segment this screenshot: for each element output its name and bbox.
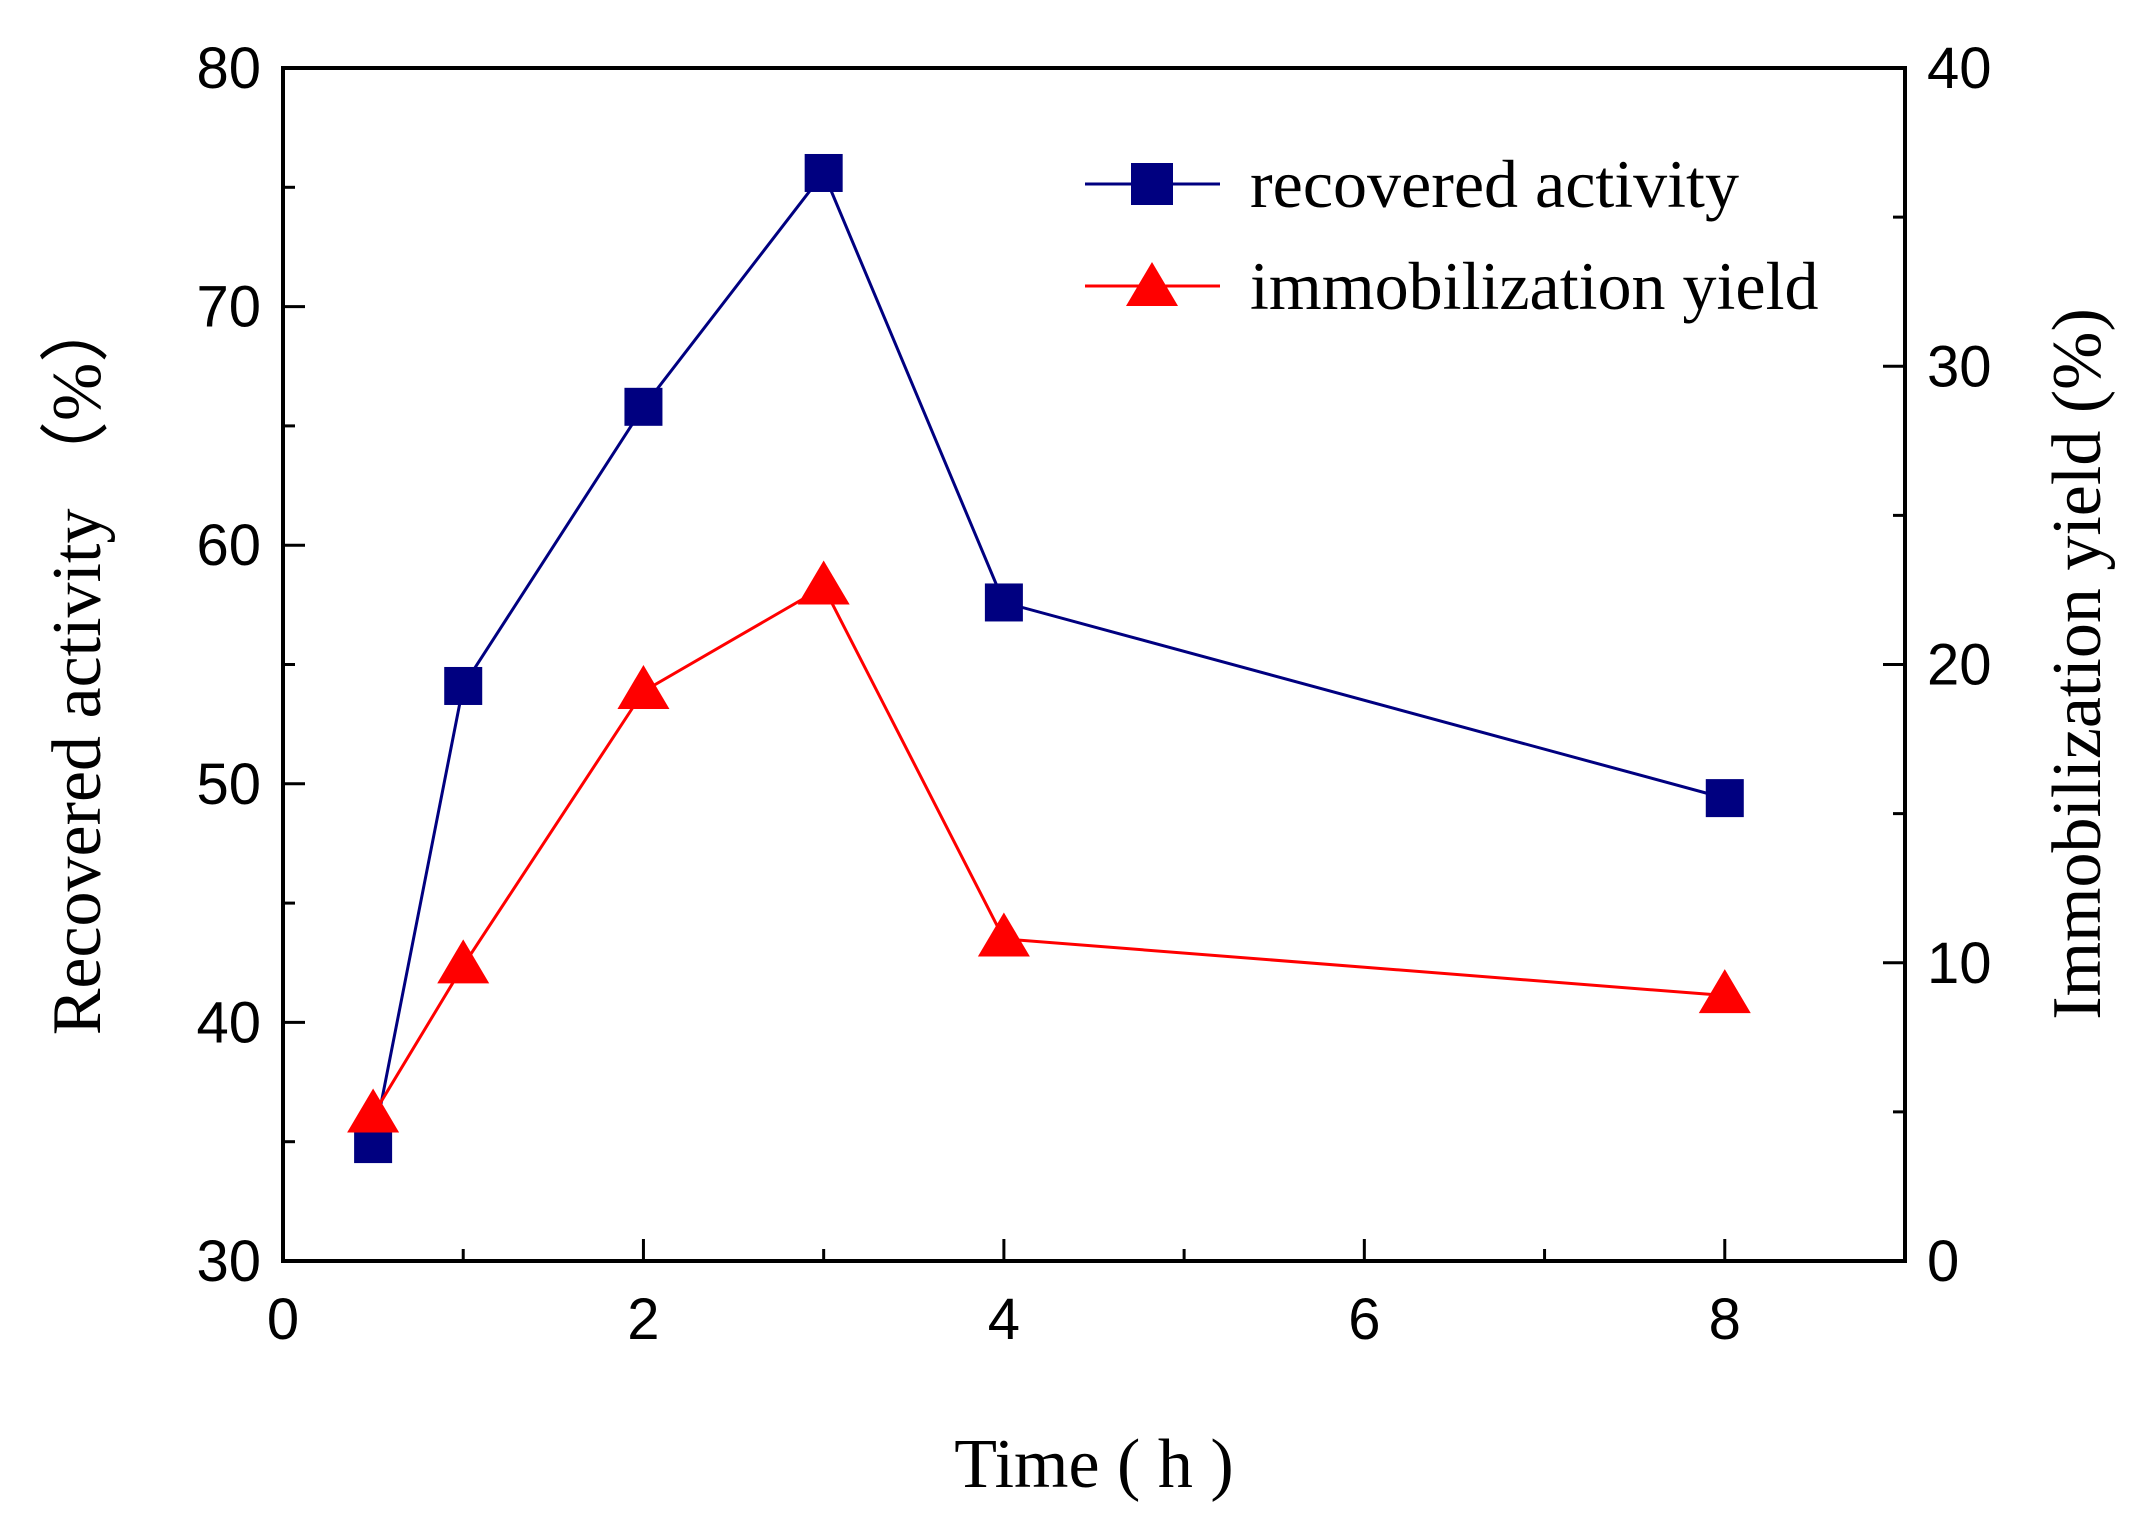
y-left-tick-label: 80: [196, 36, 261, 101]
plot-frame: [281, 66, 1907, 1263]
y-right-tick-label: 30: [1927, 334, 1992, 399]
data-point-recovered-activity: [1705, 779, 1744, 818]
y-right-tick-label: 40: [1927, 36, 1992, 101]
series-line-recovered-activity: [371, 170, 1726, 1145]
x-axis-title: Time ( h ): [954, 1426, 1233, 1503]
y-axis-right-title: Immobilization yield (%): [2039, 308, 2116, 1019]
markers-layer: [347, 153, 1751, 1164]
y-left-tick-label: 70: [196, 275, 261, 340]
legend-marker-recovered-activity: [1131, 163, 1173, 205]
legend-marker-immobilization-yield: [1126, 262, 1178, 306]
x-tick-label: 4: [988, 1287, 1020, 1352]
legend: recovered activity immobilization yield: [1085, 146, 1818, 324]
y-left-tick-label: 60: [196, 513, 261, 578]
ticks-layer: [281, 66, 1905, 1263]
data-point-immobilization-yield: [347, 1088, 400, 1133]
y-left-tick-label: 50: [196, 752, 261, 817]
data-point-recovered-activity: [984, 583, 1023, 622]
y-left-tick-label: 40: [196, 990, 261, 1055]
y-left-tick-label: 30: [196, 1229, 261, 1294]
legend-label-immobilization-yield: immobilization yield: [1250, 248, 1818, 324]
y-axis-left-title: Recovered activity （%）: [39, 293, 116, 1036]
x-tick-label: 2: [627, 1287, 659, 1352]
lines-layer: [371, 170, 1726, 1145]
data-point-immobilization-yield: [617, 664, 670, 709]
data-point-immobilization-yield: [977, 912, 1030, 957]
y-right-tick-label: 0: [1927, 1229, 1959, 1294]
x-tick-label: 0: [267, 1287, 299, 1352]
legend-label-recovered-activity: recovered activity: [1250, 146, 1739, 222]
labels-layer: 0 2 4 6 8 30 40 50 60 70 80 0 10 20 30 40: [196, 36, 1991, 1352]
y-right-tick-label: 20: [1927, 633, 1992, 698]
data-point-recovered-activity: [804, 153, 843, 192]
data-point-recovered-activity: [624, 387, 663, 426]
data-point-recovered-activity: [444, 666, 483, 705]
y-right-tick-label: 10: [1927, 931, 1992, 996]
x-tick-label: 6: [1348, 1287, 1380, 1352]
data-point-immobilization-yield: [437, 939, 490, 984]
data-point-immobilization-yield: [797, 560, 850, 605]
data-point-immobilization-yield: [1698, 969, 1751, 1014]
series-line-immobilization-yield: [371, 584, 1725, 1116]
x-tick-label: 8: [1709, 1287, 1741, 1352]
